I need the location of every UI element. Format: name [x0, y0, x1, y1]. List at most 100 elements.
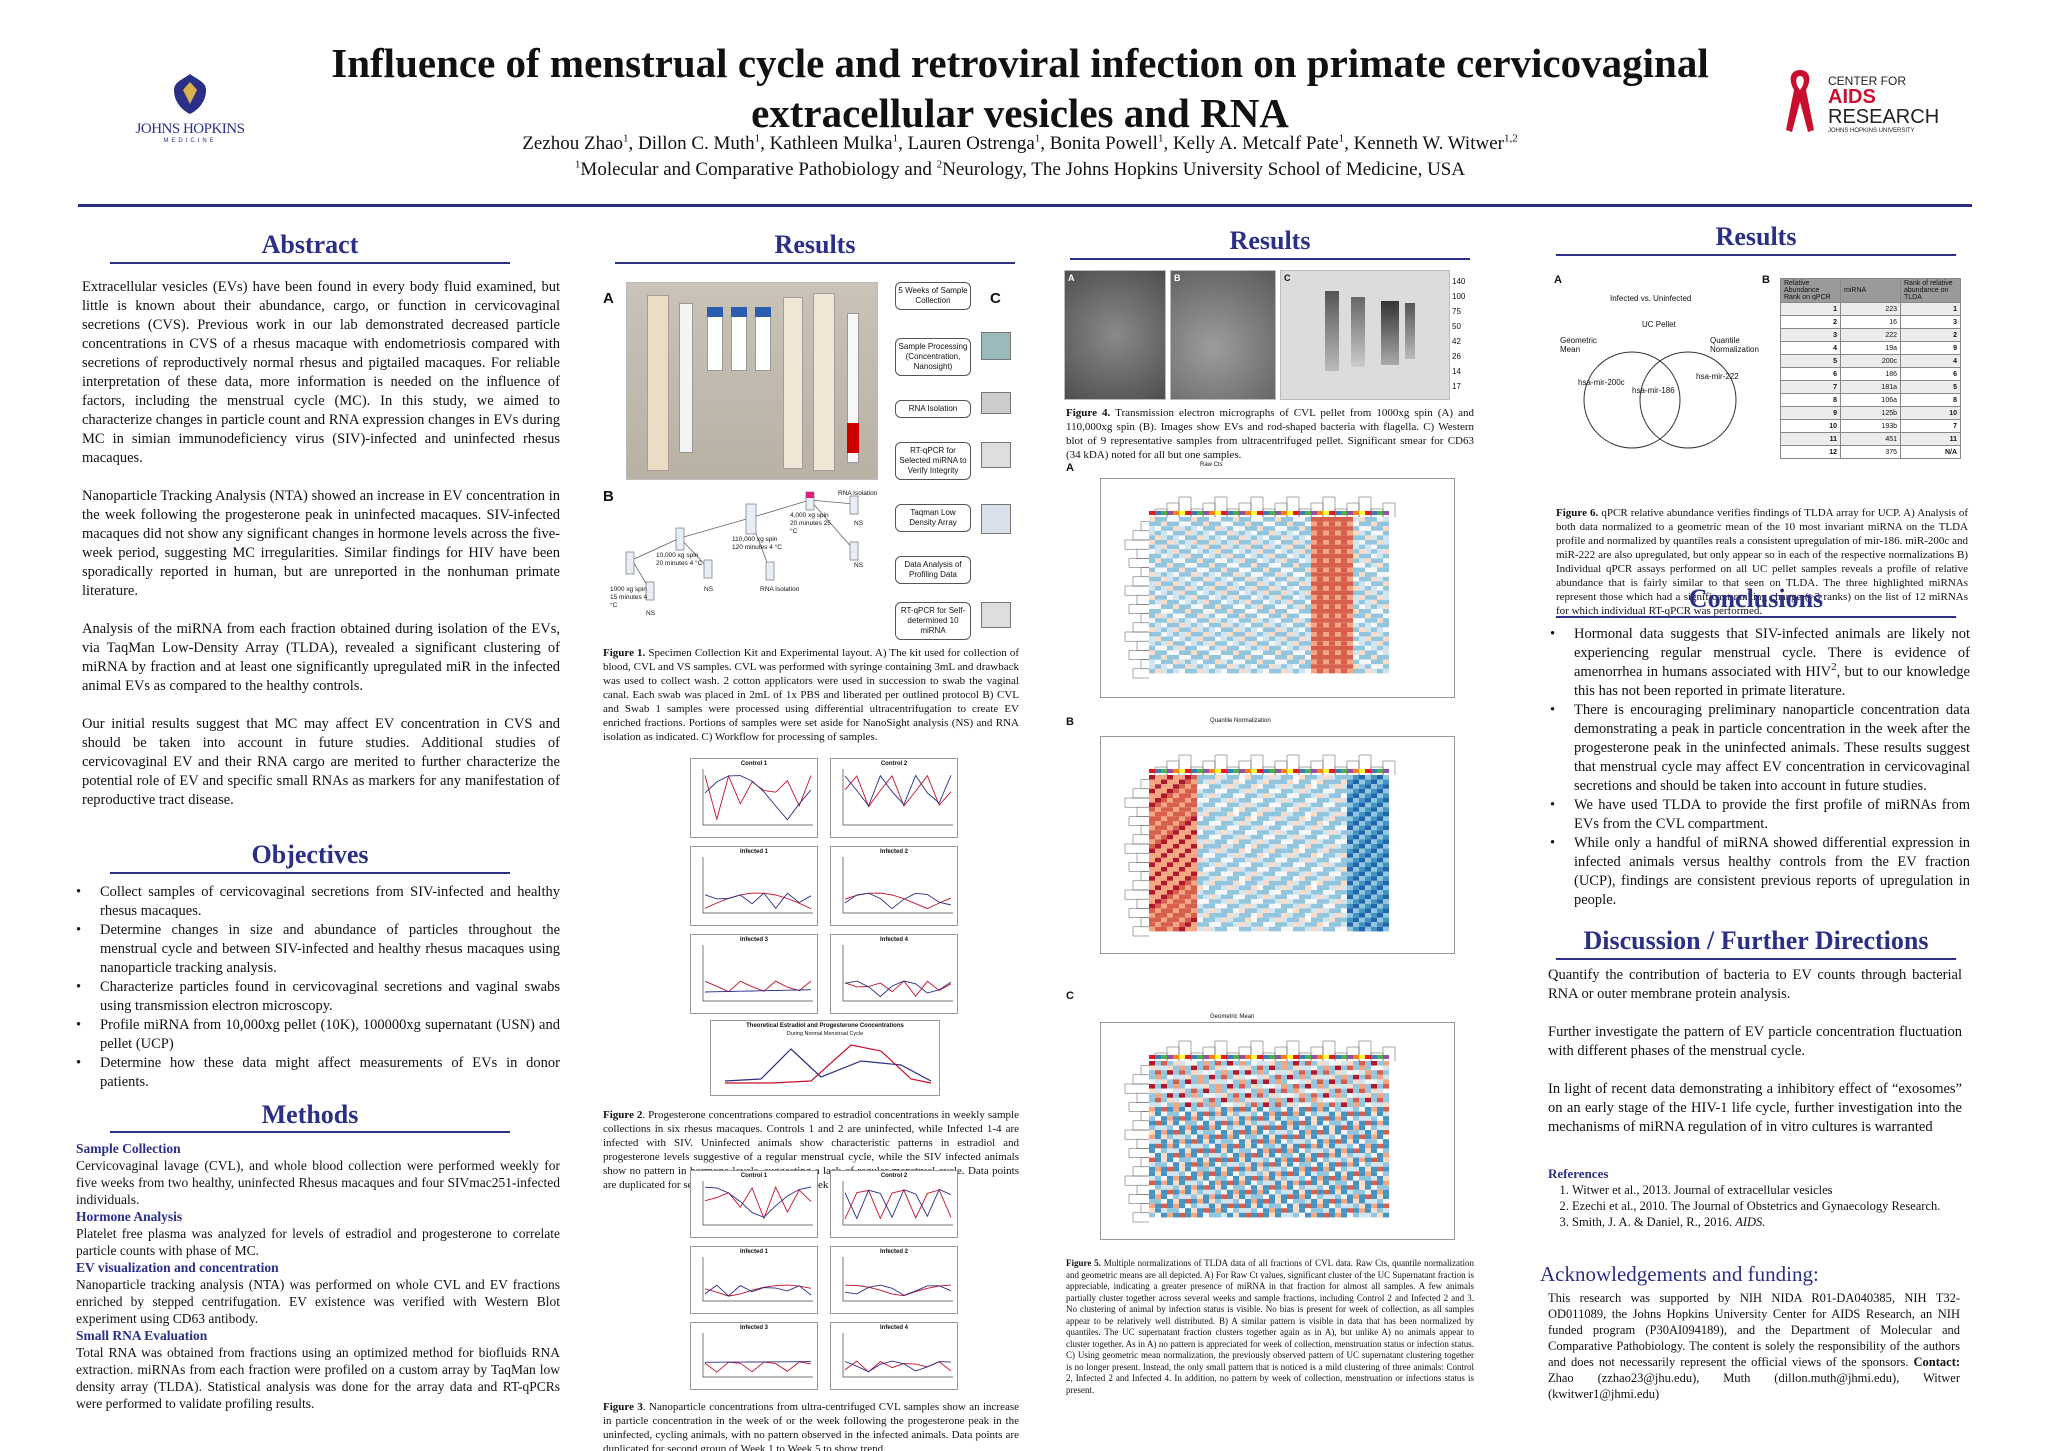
spin-4000-label: 4,000 xg spin 20 minutes 25 °C [790, 512, 831, 535]
fig1-label-a: A [603, 290, 614, 307]
wb-tick-label: 50 [1452, 322, 1461, 331]
table-cell: 1 [1900, 302, 1961, 316]
conclusion-item: While only a handful of miRNA showed dif… [1548, 834, 1970, 910]
venn-left-item: hsa-mir-200c [1578, 378, 1625, 387]
shield-icon [174, 74, 206, 114]
venn-middle-item: hsa-mir-186 [1632, 386, 1675, 395]
chart-panel-plot [702, 1181, 813, 1226]
methods-ev-heading: EV visualization and concentration [76, 1260, 279, 1275]
author-sup: 1 [754, 132, 761, 145]
methods-ev-text: Nanoparticle tracking analysis (NTA) was… [76, 1277, 560, 1326]
table-cell: 5 [1900, 380, 1961, 394]
methods-hormone-text: Platelet free plasma was analyzed for le… [76, 1226, 560, 1258]
table-cell: 4 [1780, 341, 1841, 355]
ns-label: NS [704, 586, 714, 593]
conclusion-item: Hormonal data suggests that SIV-infected… [1548, 625, 1970, 701]
flow-step: RT-qPCR for Selected miRNA to Verify Int… [895, 442, 971, 480]
chart-panel-title: Infected 3 [739, 1325, 768, 1331]
table-cell: 222 [1840, 328, 1901, 342]
fig5-caption-label: Figure 5. [1066, 1258, 1101, 1268]
table-cell: 11 [1780, 432, 1841, 446]
flow-step: 5 Weeks of Sample Collection [895, 282, 971, 310]
fig5-label-a: A [1066, 462, 1074, 474]
acknowledgements-text: This research was supported by NIH NIDA … [1548, 1291, 1960, 1369]
table-cell: 10 [1900, 406, 1961, 420]
author-sup: 1 [1338, 132, 1345, 145]
table-row: 2 16 3 [1780, 315, 1961, 329]
fig5-heatmap-c-title: Geometric Mean [1210, 1014, 1255, 1020]
chart-panel-title: Control 2 [880, 1173, 908, 1179]
flow-step: RNA Isolation [895, 400, 971, 418]
fig4-label-a: A [1068, 273, 1075, 283]
chart-panel-title: Control 1 [740, 1173, 768, 1179]
logo-right-line2: AIDS [1828, 86, 1876, 108]
fig1-label-b: B [603, 488, 614, 505]
author-sup: 1 [623, 132, 629, 145]
methods-body: Sample Collection Cervicovaginal lavage … [76, 1140, 560, 1412]
affil-sup-1: 1 [574, 158, 581, 171]
table-cell: 19a [1840, 341, 1901, 355]
author-list: Zezhou Zhao1, Dillon C. Muth1, Kathleen … [522, 132, 1518, 154]
chart-panel-title: Infected 2 [879, 849, 908, 855]
fig6-caption-text: qPCR relative abundance verifies finding… [1556, 507, 1968, 617]
contact-text: Zhao (zzhao23@jhu.edu), Muth (dillon.mut… [1548, 1371, 1960, 1401]
table-row: 5 200c 4 [1780, 354, 1961, 368]
table-cell: 11 [1900, 432, 1961, 446]
chart-panel: Infected 3 [690, 1322, 818, 1390]
theoretical-title: Theoretical Estradiol and Progesterone C… [746, 1023, 904, 1029]
chart-panel-title: Control 2 [880, 761, 908, 767]
spin-110000-label: 110,000 xg spin 120 minutes 4 °C [732, 536, 782, 551]
fig3-nanoparticle-charts: Control 1 Control 2 Infected 1 Infected 2 In… [690, 1170, 960, 1400]
methods-sample-collection-text: Cervicovaginal lavage (CVL), and whole b… [76, 1158, 560, 1207]
fig4-label-c: C [1284, 273, 1291, 283]
spin-10000-label: 10,000 xg spin 20 minutes 4 °C [656, 552, 703, 567]
venn-subtitle: UC Pellet [1642, 320, 1676, 329]
objective-item: Profile miRNA from 10,000xg pellet (10K)… [74, 1016, 560, 1054]
table-row: 1 223 1 [1780, 302, 1961, 316]
affil-sup-2: 2 [936, 158, 943, 171]
author-sup: 1,2 [1503, 132, 1518, 145]
heatmap-grid [1124, 754, 1396, 937]
reference-item: Witwer et al., 2013. Journal of extracel… [1572, 1182, 1960, 1198]
ns-label: NS [646, 610, 656, 617]
table-cell: 10 [1780, 419, 1841, 433]
fig6-caption-label: Figure 6. [1556, 507, 1599, 519]
conclusions-underline [1556, 616, 1956, 618]
chart-panel: Infected 2 [830, 1246, 958, 1314]
flow-step: RT-qPCR for Self-determined 10 miRNA [895, 602, 971, 640]
reference-3-text: Smith, J. A. & Daniel, R., 2016. [1572, 1215, 1736, 1229]
heatmap-grid [1124, 1040, 1396, 1223]
title-line-1: Influence of menstrual cycle and retrovi… [331, 40, 1709, 86]
fig5-caption-text: Multiple normalizations of TLDA data of … [1066, 1258, 1474, 1395]
chart-panel-plot [702, 769, 813, 826]
table-cell: 4 [1900, 354, 1961, 368]
table-cell: 9 [1900, 341, 1961, 355]
fig6-label-a: A [1554, 274, 1562, 286]
fig3-caption-text: . Nanoparticle concentrations from ultra… [603, 1401, 1019, 1451]
wb-tick-label: 17 [1452, 382, 1461, 391]
table-row: 4 19a 9 [1780, 341, 1961, 355]
author-name: Kathleen Mulka [769, 133, 893, 154]
table-cell: 106a [1840, 393, 1901, 407]
table-cell: 3 [1780, 328, 1841, 342]
author-name: Dillon C. Muth [638, 133, 755, 154]
fig6-rank-table: Relative Abundance Rank on qPCR miRNA Rank… [1780, 278, 1961, 459]
table-cell: 8 [1900, 393, 1961, 407]
discussion-underline [1556, 958, 1956, 960]
logo-right-line4: JOHNS HOPKINS UNIVERSITY [1828, 128, 1915, 134]
discussion-p1: Quantify the contribution of bacteria to… [1548, 967, 1962, 1002]
objective-item: Characterize particles found in cervicov… [74, 978, 560, 1016]
chart-panel-title: Infected 1 [739, 849, 768, 855]
author-name: Bonita Powell [1049, 133, 1158, 154]
table-cell: 223 [1840, 302, 1901, 316]
fig1-workflow: 5 Weeks of Sample Collection Sample Proc… [895, 282, 1015, 640]
methods-underline [110, 1131, 510, 1133]
acknowledgements-heading: Acknowledgements and funding: [1540, 1262, 1819, 1286]
discussion-p3: In light of recent data demonstrating a … [1548, 1081, 1962, 1135]
methods-hormone-heading: Hormone Analysis [76, 1209, 183, 1224]
reference-3-journal: AIDS. [1735, 1215, 1766, 1229]
fig2-caption-label: Figure 2 [603, 1109, 643, 1121]
results-heading-3: Results [1715, 222, 1797, 251]
table-cell: 375 [1840, 445, 1901, 459]
table-header-cell: Rank of relative abundance on TLDA [1900, 278, 1961, 303]
